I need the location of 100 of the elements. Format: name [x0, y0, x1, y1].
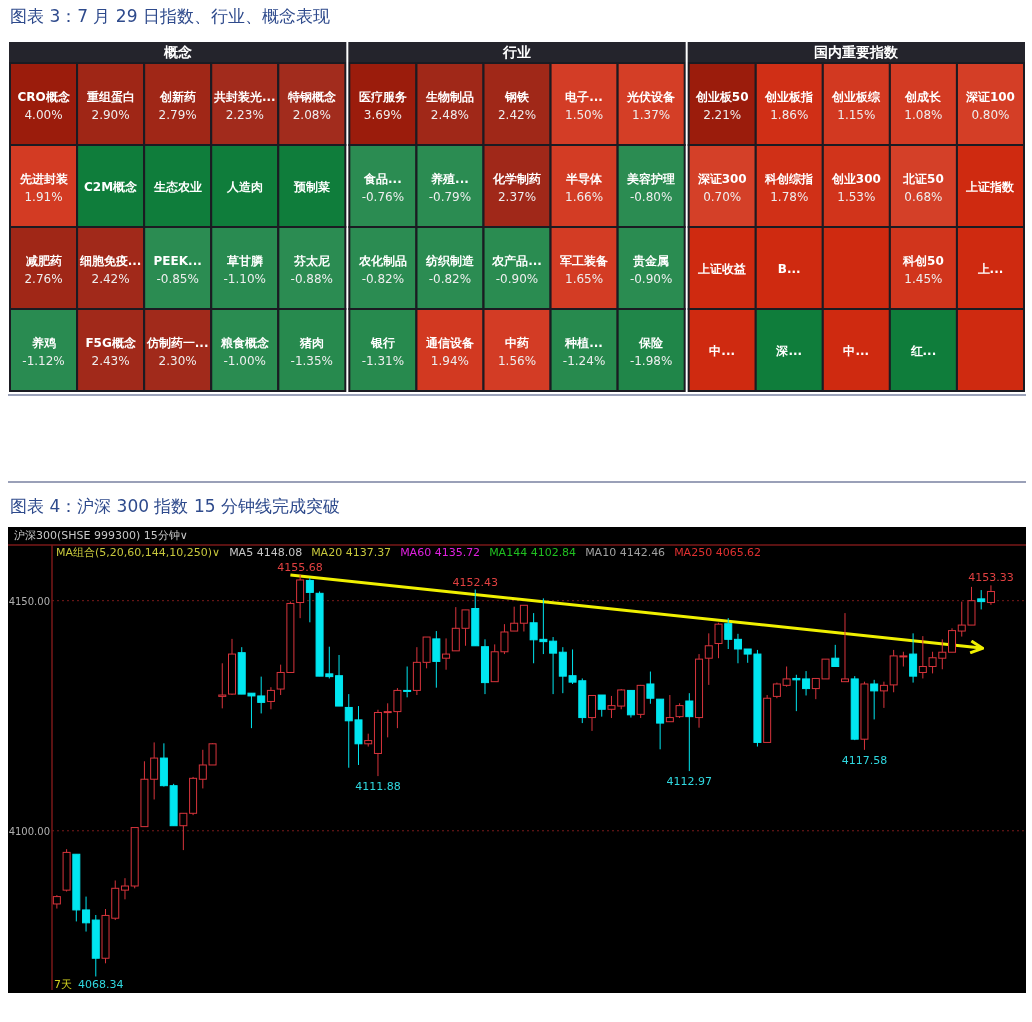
category-label: 贵金属 [632, 254, 670, 268]
annotation: 4068.34 [78, 978, 124, 991]
data-label: 1.45% [904, 272, 943, 286]
data-label: 1.91% [24, 190, 63, 204]
annotation: MA20 4137.37 [311, 546, 392, 559]
category-label: 食品... [363, 172, 402, 186]
data-label: 1.15% [837, 108, 876, 122]
category-label: 钢铁 [504, 90, 530, 104]
annotation: 4117.58 [841, 753, 888, 767]
data-label: -0.90% [495, 272, 539, 286]
category-label: F5G概念 [85, 336, 137, 350]
text: 国内重要指数 [814, 44, 900, 60]
category-label: 光伏设备 [626, 90, 676, 104]
data-label: 1.08% [904, 108, 943, 122]
category-label: 保险 [638, 336, 665, 350]
category-label: 细胞免疫... [78, 254, 142, 268]
category-label: 深... [775, 344, 803, 358]
category-label: 种植... [564, 336, 603, 350]
category-label: 深证300 [696, 172, 747, 186]
annotation: MA250 4065.62 [674, 546, 762, 559]
candlestick [597, 694, 606, 718]
category-label: 创业板综 [831, 90, 882, 104]
data-label: 2.37% [497, 190, 537, 204]
data-label: 4.00% [24, 108, 63, 122]
data-label: 2.76% [24, 272, 63, 286]
category-label: 养鸡 [30, 336, 56, 350]
category-label: 创业板指 [764, 90, 814, 104]
category-label: 特钢概念 [286, 90, 337, 104]
category-label: 创成长 [904, 90, 943, 104]
data-label: 2.48% [430, 108, 469, 122]
candlestick [120, 877, 129, 900]
data-label: 2.30% [158, 354, 197, 368]
candlestick [685, 692, 694, 772]
category-label: 红... [909, 344, 937, 358]
category-label: 人造肉 [225, 180, 263, 194]
candlestick [218, 662, 227, 709]
data-label: 0.68% [904, 190, 943, 204]
category-label: 银行 [369, 336, 395, 350]
candlestick [802, 670, 811, 696]
candlestick [588, 694, 597, 732]
candlestick [305, 577, 314, 623]
candlestick [82, 896, 91, 933]
annotation: 4111.88 [355, 780, 401, 794]
category-label: 科创综指 [764, 172, 814, 186]
candlestick [870, 679, 879, 720]
category-label: 中... [709, 344, 736, 358]
annotation: MA144 4102.84 [489, 546, 577, 559]
annotation: 4155.68 [277, 560, 323, 574]
candlestick [831, 644, 840, 667]
data-label: -1.31% [361, 354, 405, 368]
data-label: -1.98% [629, 354, 673, 368]
category-label: 农化制品 [357, 254, 407, 268]
category-label: 养殖... [430, 172, 469, 186]
category-label: 上... [976, 262, 1004, 276]
data-label: -0.82% [428, 272, 472, 286]
annotation: MA组合(5,20,60,144,10,250)∨ [56, 546, 221, 559]
category-label: C2M概念 [84, 180, 139, 194]
category-label: 生态农业 [152, 180, 202, 194]
y-tick-label: 4100.00 [8, 825, 50, 837]
data-label: 2.21% [703, 108, 742, 122]
category-label: 中药 [505, 336, 529, 350]
category-label: 上证指数 [965, 180, 1016, 194]
chart-title: 图表 4：沪深 300 指数 15 分钟线完成突破 [10, 496, 340, 516]
data-label: 1.65% [565, 272, 604, 286]
data-label: 0.80% [971, 108, 1010, 122]
category-label: 通信设备 [424, 336, 474, 350]
category-label: 预制菜 [292, 180, 330, 194]
annotation: MA60 4135.72 [400, 546, 481, 559]
data-label: -1.12% [22, 354, 65, 368]
candlestick [519, 604, 528, 633]
category-label: 化学制药 [492, 172, 541, 186]
data-label: 3.69% [363, 108, 402, 122]
category-label: 电子... [565, 90, 603, 104]
data-label: 2.90% [91, 108, 130, 122]
data-label: 0.70% [703, 190, 742, 204]
candlestick [665, 694, 674, 723]
text: 概念 [162, 44, 193, 60]
category-label: 中... [843, 344, 870, 358]
annotation: 4153.33 [968, 571, 1014, 585]
data-label: -1.10% [223, 272, 266, 286]
text: 图表 3：7 月 29 日指数、行业、概念表现 [10, 6, 330, 26]
category-label: 上证收益 [697, 262, 747, 276]
annotation: 4152.43 [452, 575, 499, 589]
data-label: 2.43% [91, 354, 130, 368]
data-label: 1.66% [565, 190, 604, 204]
category-label: 半导体 [565, 172, 604, 186]
category-label: 仿制药一... [145, 336, 209, 350]
data-label: 2.23% [225, 108, 264, 122]
candlestick [986, 584, 995, 606]
candlestick [296, 574, 305, 619]
category-label: 芬太尼 [292, 254, 330, 268]
category-label: PEEK... [153, 254, 202, 268]
candlestick [656, 698, 665, 750]
y-tick-label: 4150.00 [8, 595, 50, 607]
annotation: MA5 4148.08 [229, 546, 303, 559]
candlestick [704, 632, 713, 686]
data-label: -0.76% [361, 190, 405, 204]
category-label: 减肥药 [25, 254, 62, 268]
annotation: MA10 4142.46 [585, 546, 666, 559]
category-label: 创业板50 [694, 90, 749, 104]
